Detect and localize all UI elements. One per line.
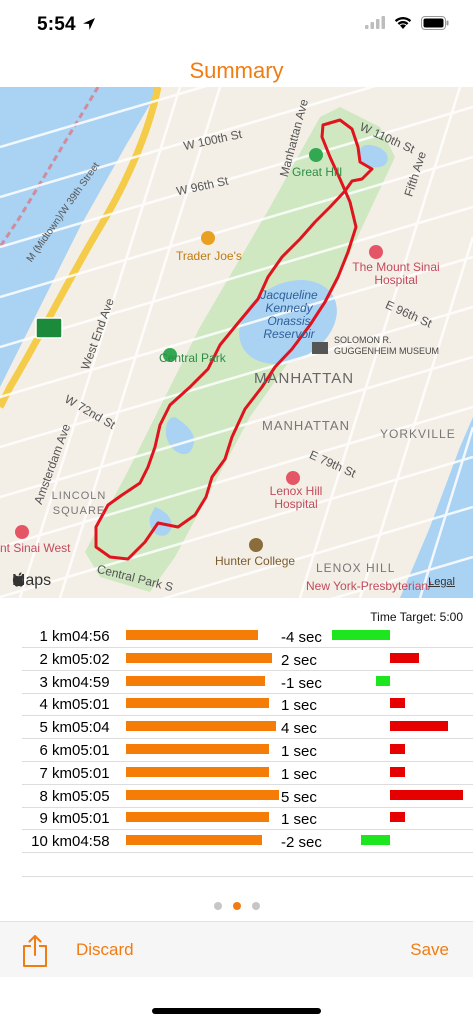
slower-bar — [390, 744, 405, 754]
split-row: 6 km 05:01 1 sec — [22, 739, 473, 762]
page-dot[interactable] — [251, 902, 260, 910]
pace-bar — [126, 744, 270, 754]
time-target-label: Time Target: 5:00 — [370, 610, 463, 624]
maps-logo: Maps — [12, 572, 51, 590]
location-arrow-icon — [83, 18, 95, 30]
split-row: 7 km 05:01 1 sec — [22, 762, 473, 785]
split-distance: 9 km — [39, 810, 72, 828]
split-distance: 1 km — [39, 628, 72, 645]
pace-bar — [126, 766, 270, 777]
split-difference: 1 sec — [281, 765, 317, 783]
split-row: 8 km 05:05 5 sec — [22, 785, 473, 808]
page-indicator[interactable] — [0, 902, 473, 910]
split-pace: 05:01 — [72, 810, 110, 828]
slower-bar — [390, 698, 405, 709]
split-distance: 10 km — [31, 833, 72, 851]
area-label: YORKVILLE — [380, 427, 456, 441]
route-map[interactable]: W 100th St W 96th St W 72nd St West End … — [0, 87, 473, 598]
bottom-toolbar: Discard Save — [0, 921, 473, 977]
pace-bar — [126, 675, 265, 686]
faster-bar — [332, 630, 390, 640]
split-pace: 05:04 — [72, 719, 110, 737]
split-row: 10 km 04:58 -2 sec — [22, 830, 473, 854]
split-pace: 05:01 — [72, 742, 110, 759]
slower-bar — [390, 812, 405, 823]
poi-label[interactable]: The Mount Sinai Hospital — [352, 260, 440, 287]
faster-bar — [361, 835, 390, 846]
split-distance: 6 km — [39, 742, 72, 759]
home-indicator[interactable] — [152, 1008, 321, 1014]
split-pace: 05:05 — [72, 787, 110, 805]
poi-label[interactable]: SOLOMON R. GUGGENHEIM MUSEUM — [334, 335, 440, 356]
map-canvas — [0, 87, 473, 598]
split-difference: 5 sec — [281, 788, 317, 806]
area-label: LINCOLN SQUARE — [51, 490, 107, 517]
battery-icon — [421, 15, 449, 30]
poi-label[interactable]: Jacqueline Kennedy Onassis Reservoir — [260, 288, 318, 341]
split-distance: 5 km — [39, 719, 72, 737]
split-pace: 05:01 — [72, 696, 110, 714]
pace-bar — [126, 652, 272, 663]
split-difference: 1 sec — [281, 811, 317, 829]
poi-label[interactable]: Hunter College — [215, 554, 296, 568]
wifi-icon — [394, 17, 412, 29]
slower-bar — [390, 766, 405, 777]
split-difference: -1 sec — [281, 674, 322, 692]
split-difference: 1 sec — [281, 697, 317, 715]
area-label: MANHATTAN — [262, 418, 350, 433]
split-difference: 4 sec — [281, 720, 317, 738]
split-row: 2 km 05:02 2 sec — [22, 648, 473, 671]
split-distance: 7 km — [39, 764, 72, 782]
area-label: MANHATTAN — [254, 370, 355, 387]
pace-bar — [126, 698, 270, 709]
page-dot[interactable] — [213, 902, 222, 910]
split-difference: -4 sec — [281, 629, 322, 646]
slower-bar — [390, 652, 419, 663]
page-title: Summary — [189, 58, 284, 83]
pace-bar — [126, 630, 258, 640]
split-pace: 05:01 — [72, 764, 110, 782]
split-pace: 05:02 — [72, 650, 110, 668]
poi-label[interactable]: Central Park — [159, 351, 226, 365]
split-row: 4 km 05:01 1 sec — [22, 693, 473, 717]
status-bar: 5:54 — [0, 0, 473, 54]
apple-logo-icon — [12, 572, 25, 587]
poi-label[interactable]: Lenox Hill Hospital — [269, 484, 323, 511]
split-pace: 04:58 — [72, 833, 110, 851]
split-pace: 04:59 — [72, 673, 110, 691]
legal-link[interactable]: Legal — [428, 576, 455, 588]
area-label: LENOX HILL — [316, 561, 396, 575]
split-difference: 1 sec — [281, 743, 317, 760]
share-icon[interactable] — [22, 934, 48, 968]
divider — [22, 876, 473, 877]
poi-label[interactable]: Great Hill — [292, 165, 343, 179]
cellular-signal-icon — [365, 16, 385, 29]
split-distance: 2 km — [39, 650, 72, 668]
status-icons — [365, 15, 449, 30]
pace-bar — [126, 721, 277, 732]
split-difference: -2 sec — [281, 834, 322, 852]
poi-label[interactable]: nt Sinai West — [0, 541, 71, 555]
split-pace: 04:56 — [72, 628, 110, 645]
status-time: 5:54 — [37, 14, 76, 35]
split-difference: 2 sec — [281, 651, 317, 669]
discard-button[interactable]: Discard — [76, 940, 134, 959]
pace-bar — [126, 812, 270, 823]
split-row: 9 km 05:01 1 sec — [22, 807, 473, 831]
faster-bar — [375, 675, 390, 686]
pace-bar — [126, 835, 263, 846]
poi-label[interactable]: New York-Presbyterian/ — [306, 579, 432, 593]
slower-bar — [390, 789, 463, 800]
save-button[interactable]: Save — [410, 940, 449, 959]
page-dot-active[interactable] — [232, 902, 241, 910]
split-row: 1 km 04:56 -4 sec — [22, 625, 473, 648]
pace-bar — [126, 789, 279, 800]
poi-label[interactable]: Trader Joe's — [176, 249, 242, 263]
split-distance: 3 km — [39, 673, 72, 691]
split-distance: 4 km — [39, 696, 72, 714]
split-row: 5 km 05:04 4 sec — [22, 716, 473, 740]
slower-bar — [390, 721, 448, 732]
split-distance: 8 km — [39, 787, 72, 805]
split-row: 3 km 04:59 -1 sec — [22, 671, 473, 694]
